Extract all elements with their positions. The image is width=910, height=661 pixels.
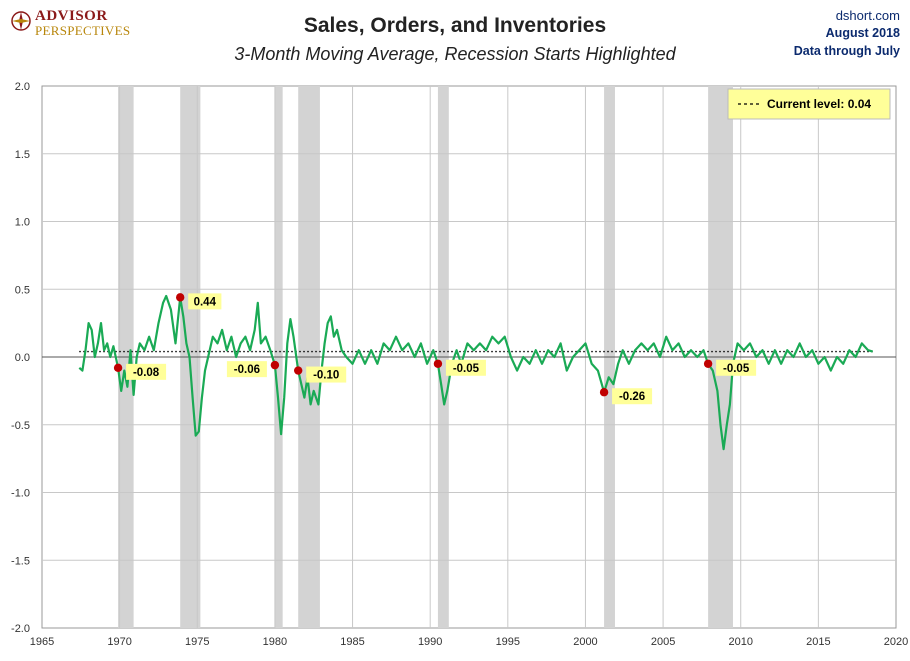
recession-start-marker: [270, 360, 280, 370]
legend-box: [727, 88, 891, 120]
x-tick-label: 2010: [728, 636, 752, 648]
data-through-note: Data through July: [793, 44, 900, 58]
legend: Current level: 0.04: [727, 88, 891, 120]
x-tick-label: 2015: [806, 636, 830, 648]
recession-start-label-bg: [188, 293, 222, 310]
y-tick-label: -2.0: [11, 623, 30, 635]
recession-start-label: -0.05: [453, 363, 480, 375]
y-tick-label: 1.5: [15, 149, 30, 161]
recession-start-label-bg: [126, 363, 167, 380]
chart-subtitle: 3-Month Moving Average, Recession Starts…: [234, 44, 676, 64]
recession-start-label-bg: [716, 359, 757, 376]
series-line: [78, 294, 874, 451]
legend-label: Current level: 0.04: [767, 97, 871, 111]
x-tick-label: 2020: [884, 636, 908, 648]
y-tick-label: -1.0: [11, 488, 30, 500]
y-tick-label: 1.0: [15, 217, 30, 229]
recession-start-label-bg: [445, 359, 486, 376]
x-tick-label: 1975: [185, 636, 209, 648]
advisor-perspectives-logo: ADVISOR PERSPECTIVES: [10, 8, 140, 40]
x-tick-label: 1985: [340, 636, 364, 648]
recession-start-label: -0.10: [313, 370, 339, 382]
x-tick-label: 2005: [651, 636, 675, 648]
recession-start-label: -0.26: [619, 391, 645, 403]
recession-start-label-bg: [306, 366, 347, 383]
publish-date: August 2018: [825, 26, 900, 40]
recession-start-label-bg: [226, 361, 267, 378]
recession-start-marker: [294, 366, 303, 375]
source-site: dshort.com: [835, 8, 900, 23]
x-tick-label: 1995: [496, 636, 520, 648]
logo-text-advisor: ADVISOR: [35, 8, 108, 24]
x-tick-label: 2000: [573, 636, 597, 648]
y-tick-label: 2.0: [15, 81, 30, 93]
recession-start-label: -0.06: [234, 364, 260, 376]
recession-start-marker: [113, 363, 123, 373]
recession-start-label-bg: [612, 388, 653, 405]
logo-text-perspectives: PERSPECTIVES: [35, 23, 131, 38]
recession-start-label: -0.05: [723, 363, 750, 375]
x-tick-label: 1970: [107, 636, 131, 648]
recession-start-marker: [175, 293, 185, 302]
y-tick-label: 0.5: [15, 284, 30, 296]
y-tick-label: -0.5: [11, 420, 30, 432]
compass-logo-icon: [11, 11, 31, 31]
y-tick-label: -1.5: [11, 555, 30, 567]
recession-start-marker: [433, 359, 443, 368]
recession-start-label: -0.08: [133, 367, 160, 379]
chart-title: Sales, Orders, and Inventories: [303, 14, 607, 37]
y-tick-label: 0.0: [15, 352, 30, 364]
recession-start-marker: [703, 359, 713, 368]
x-tick-label: 1980: [263, 636, 287, 648]
recession-start-marker: [599, 388, 609, 397]
x-tick-label: 1990: [418, 636, 442, 648]
recession-start-label: 0.44: [194, 296, 217, 308]
recession-start-markers: -0.08 0.44 -0.06 -0.10 -0.05 -0.26 -0.05: [113, 293, 757, 405]
x-tick-label: 1965: [30, 636, 54, 648]
